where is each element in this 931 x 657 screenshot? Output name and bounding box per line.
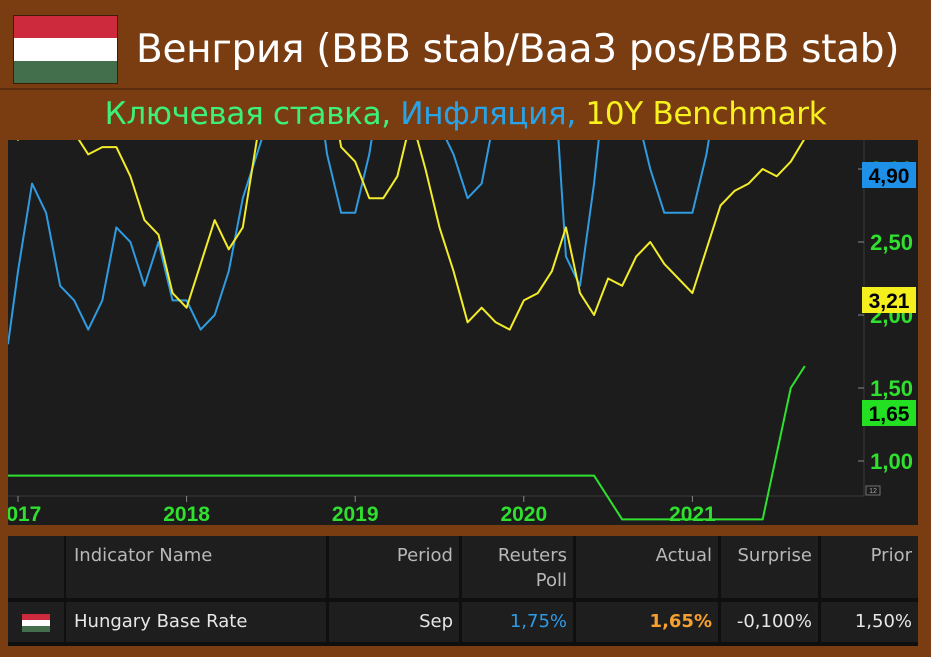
flag-stripe-white <box>22 619 50 626</box>
page-title: Венгрия (BBB stab/Baa3 pos/BBB stab) <box>136 27 900 72</box>
indicator-table: Indicator Name Period Reuters Poll Actua… <box>8 536 918 646</box>
last-value-label: 3,21 <box>869 290 910 313</box>
row-prior: 1,50% <box>821 602 918 642</box>
row-actual: 1,65% <box>576 602 718 642</box>
flag-stripe-red <box>22 614 50 620</box>
last-value-box <box>862 400 916 426</box>
y-tick-label: 1,00 <box>870 449 913 474</box>
row-flag-cell <box>8 602 64 642</box>
y-tick-label: 1,50 <box>870 376 913 401</box>
header-poll-line1: Reuters <box>497 545 567 566</box>
corner-box <box>865 485 881 496</box>
header-reuters-poll: Reuters Poll <box>462 536 573 598</box>
flag-stripe-green <box>22 625 50 632</box>
row-surprise: -0,100% <box>721 602 818 642</box>
hungary-flag <box>14 16 117 83</box>
header-indicator-name: Indicator Name <box>66 536 326 598</box>
subtitle-key-rate: Ключевая ставка, <box>104 96 392 132</box>
chart-svg: 1,001,502,002,503,003,504,004,505,002017… <box>8 140 916 525</box>
hungary-flag-icon <box>22 614 50 632</box>
x-tick-label: 2019 <box>332 503 379 525</box>
subtitle-10y-benchmark: 10Y Benchmark <box>585 96 827 132</box>
line-chart: 1,001,502,002,503,003,504,004,505,002017… <box>8 140 918 525</box>
x-tick-label: 2017 <box>8 503 41 525</box>
header: Венгрия (BBB stab/Baa3 pos/BBB stab) <box>4 3 925 83</box>
header-prior: Prior <box>821 536 918 598</box>
row-reuters-poll: 1,75% <box>462 602 573 642</box>
chart-subtitle: Ключевая ставка, Инфляция, 10Y Benchmark <box>0 96 931 132</box>
row-indicator-name: Hungary Base Rate <box>66 602 326 642</box>
inflation-line <box>8 140 710 345</box>
x-tick-label: 2018 <box>163 503 210 525</box>
subtitle-bar: Ключевая ставка, Инфляция, 10Y Benchmark <box>0 88 931 140</box>
flag-stripe-red <box>14 16 117 39</box>
flag-stripe-white <box>14 38 117 61</box>
x-tick-label: 2021 <box>669 503 716 525</box>
header-surprise: Surprise <box>721 536 818 598</box>
last-value-label: 4,90 <box>869 165 910 188</box>
key-rate-line <box>8 365 806 521</box>
subtitle-inflation: Инфляция, <box>400 96 576 132</box>
header-actual: Actual <box>576 536 718 598</box>
header-poll-line2: Poll <box>535 570 567 591</box>
last-value-box <box>862 287 916 313</box>
x-tick-label: 2020 <box>500 503 547 525</box>
flag-stripe-green <box>14 60 117 83</box>
header-period: Period <box>329 536 459 598</box>
last-value-box <box>862 162 916 188</box>
corner-label: 12 <box>869 488 877 495</box>
last-value-label: 1,65 <box>869 403 910 426</box>
row-period: Sep <box>329 602 459 642</box>
y-tick-label: 2,50 <box>870 230 913 255</box>
header-flag-cell <box>8 536 64 598</box>
benchmark-10y-line <box>16 140 805 331</box>
